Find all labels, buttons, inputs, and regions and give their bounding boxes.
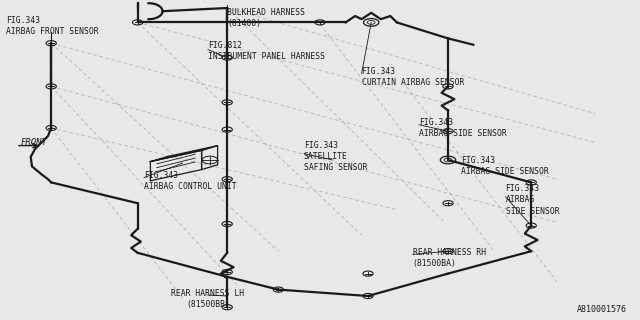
- Text: FIG.343
AIRBAG SIDE SENSOR: FIG.343 AIRBAG SIDE SENSOR: [461, 156, 548, 176]
- Text: FIG.343
AIRBAG CONTROL UNIT: FIG.343 AIRBAG CONTROL UNIT: [144, 171, 237, 191]
- Text: FIG.812
INSTRUMENT PANEL HARNESS: FIG.812 INSTRUMENT PANEL HARNESS: [208, 41, 325, 61]
- Text: FRONT: FRONT: [20, 138, 47, 147]
- Text: A810001576: A810001576: [577, 305, 627, 314]
- Text: REAR HARNESS RH
(81500BA): REAR HARNESS RH (81500BA): [413, 248, 486, 268]
- Text: FIG.343
SATELLITE
SAFING SENSOR: FIG.343 SATELLITE SAFING SENSOR: [304, 141, 367, 172]
- Text: FIG.343
AIRBAG SIDE SENSOR: FIG.343 AIRBAG SIDE SENSOR: [419, 118, 507, 138]
- Text: FIG.343
CURTAIN AIRBAG SENSOR: FIG.343 CURTAIN AIRBAG SENSOR: [362, 67, 464, 87]
- Text: BULKHEAD HARNESS
(81400): BULKHEAD HARNESS (81400): [227, 8, 305, 28]
- Text: REAR HARNESS LH
(81500BB): REAR HARNESS LH (81500BB): [172, 289, 244, 309]
- Text: FIG.343
AIRBAG FRONT SENSOR: FIG.343 AIRBAG FRONT SENSOR: [6, 16, 99, 36]
- Text: FIG.343
AIRBAG
SIDE SENSOR: FIG.343 AIRBAG SIDE SENSOR: [506, 184, 559, 216]
